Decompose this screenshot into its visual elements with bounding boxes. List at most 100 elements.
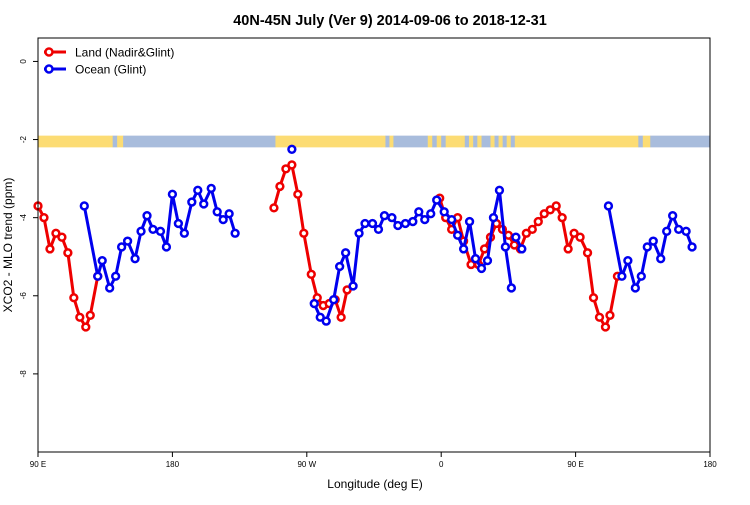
data-point — [569, 228, 579, 238]
data-point — [488, 213, 499, 223]
data-point — [367, 218, 378, 229]
strip-segment — [275, 135, 382, 148]
data-point — [293, 189, 303, 199]
data-point — [432, 195, 442, 205]
data-point — [336, 312, 346, 322]
data-point — [39, 213, 49, 223]
data-point — [527, 224, 537, 235]
data-point — [173, 218, 184, 229]
strip-segment — [389, 135, 394, 148]
x-axis-label: Longitude (deg E) — [327, 477, 422, 491]
data-point — [329, 295, 339, 305]
strip-segment — [445, 135, 461, 148]
data-point — [122, 236, 133, 246]
series-1 — [79, 144, 697, 326]
strip-segment — [506, 135, 512, 148]
data-point — [193, 185, 203, 195]
strip-segment — [510, 135, 516, 148]
series-layer — [33, 144, 697, 332]
data-point — [605, 310, 615, 320]
data-point — [662, 226, 672, 236]
strip-segment — [112, 135, 118, 148]
strip-segment — [436, 135, 442, 148]
data-point — [75, 312, 85, 322]
data-point — [167, 189, 178, 199]
strip-segment — [650, 135, 711, 148]
legend-label-land: Land (Nadir&Glint) — [75, 46, 174, 60]
data-point — [594, 312, 605, 322]
legend-label-ocean: Ocean (Glint) — [75, 63, 146, 77]
data-point — [479, 244, 490, 254]
data-point — [136, 226, 146, 236]
strip-segment — [498, 135, 503, 148]
data-point — [269, 203, 279, 213]
strip-segment — [481, 135, 491, 148]
data-point — [642, 242, 652, 252]
data-point — [636, 271, 646, 281]
data-point — [452, 230, 463, 240]
legend: Land (Nadir&Glint) Ocean (Glint) — [44, 46, 174, 77]
data-point — [673, 224, 684, 235]
data-point — [656, 254, 666, 264]
data-point — [179, 228, 189, 238]
data-point — [281, 164, 291, 174]
x-tick-label: 180 — [166, 460, 180, 469]
data-point — [447, 214, 457, 225]
strip-segment — [490, 135, 495, 148]
data-point — [97, 255, 107, 266]
data-point — [105, 283, 115, 293]
data-point — [85, 310, 95, 320]
data-point — [470, 254, 481, 264]
x-tick-label: 0 — [439, 460, 444, 469]
data-point — [299, 228, 309, 238]
data-point — [603, 201, 614, 211]
legend-marker-land — [44, 47, 54, 57]
y-tick-label: -4 — [19, 214, 28, 222]
x-tick-label: 90 W — [297, 460, 316, 469]
strip-segment — [123, 135, 276, 148]
data-point — [557, 213, 567, 223]
y-tick-label: -8 — [19, 370, 28, 378]
y-axis-label: XCO2 - MLO trend (ppm) — [1, 178, 15, 313]
plot-frame — [37, 37, 711, 453]
data-point — [420, 214, 430, 225]
strip-segment — [633, 135, 639, 148]
data-point — [506, 283, 517, 293]
data-point — [509, 240, 520, 250]
series-line — [438, 197, 619, 329]
data-point — [414, 207, 424, 217]
data-point — [563, 244, 573, 254]
data-point — [517, 244, 527, 254]
data-point — [476, 263, 487, 274]
strip-segment — [460, 135, 466, 148]
data-point — [439, 207, 449, 217]
strip-segment — [477, 135, 482, 148]
data-point — [79, 201, 89, 211]
data-point — [348, 281, 358, 291]
data-point — [155, 226, 166, 236]
data-point — [588, 293, 599, 303]
data-point — [408, 216, 418, 227]
strip-segment — [381, 135, 386, 148]
strip-segment — [642, 135, 651, 148]
data-point — [354, 228, 364, 238]
data-point — [687, 242, 697, 252]
y-tick-label: 0 — [19, 59, 28, 64]
data-point — [224, 209, 234, 219]
strip-segment — [38, 135, 109, 148]
data-point — [81, 322, 91, 332]
legend-item-ocean: Ocean (Glint) — [44, 63, 146, 77]
data-point — [648, 236, 658, 246]
data-point — [500, 242, 511, 252]
x-tick-label: 90 E — [30, 460, 46, 469]
data-point — [681, 226, 691, 236]
y-axis: 0 -2 -4 -6 -8 — [19, 59, 38, 378]
data-point — [400, 218, 411, 229]
chart-title: 40N-45N July (Ver 9) 2014-09-06 to 2018-… — [233, 13, 547, 29]
data-point — [340, 248, 351, 258]
data-point — [111, 271, 121, 281]
data-point — [393, 220, 403, 231]
data-point — [309, 298, 319, 309]
x-axis: 90 E 180 90 W 0 90 E 180 — [30, 452, 717, 469]
data-point — [148, 224, 158, 235]
